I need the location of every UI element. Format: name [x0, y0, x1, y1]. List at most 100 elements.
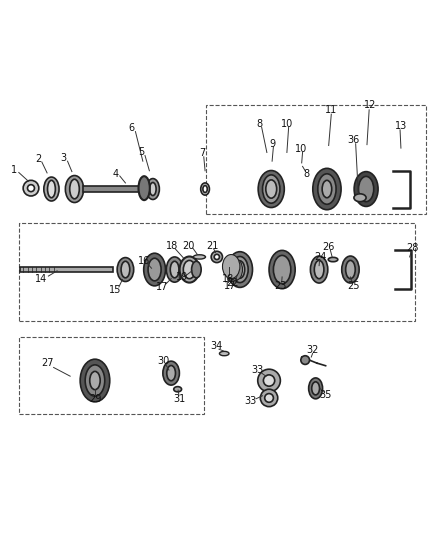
Text: 5: 5 — [138, 148, 145, 157]
Bar — [19, 337, 204, 415]
Text: 17: 17 — [156, 282, 169, 293]
Text: 27: 27 — [41, 358, 53, 368]
Text: 15: 15 — [109, 286, 122, 295]
Ellipse shape — [232, 256, 248, 282]
Ellipse shape — [258, 171, 284, 207]
Text: 25: 25 — [347, 281, 359, 291]
Ellipse shape — [235, 261, 245, 278]
Circle shape — [301, 356, 310, 365]
Ellipse shape — [144, 253, 166, 286]
Ellipse shape — [354, 194, 366, 201]
Bar — [83, 186, 140, 192]
Ellipse shape — [262, 175, 280, 203]
Text: 35: 35 — [319, 390, 332, 400]
Text: 8: 8 — [256, 119, 262, 129]
Ellipse shape — [191, 261, 201, 278]
Ellipse shape — [322, 180, 332, 198]
Ellipse shape — [203, 185, 207, 192]
Text: 14: 14 — [35, 273, 48, 284]
Ellipse shape — [311, 256, 328, 283]
Text: 36: 36 — [348, 135, 360, 146]
Ellipse shape — [328, 257, 338, 262]
Ellipse shape — [148, 258, 161, 281]
Ellipse shape — [167, 366, 176, 381]
Text: 1: 1 — [11, 165, 18, 175]
Ellipse shape — [273, 255, 291, 284]
Ellipse shape — [219, 351, 229, 356]
Ellipse shape — [138, 176, 150, 200]
Text: 23: 23 — [275, 281, 287, 291]
Circle shape — [260, 389, 278, 407]
Text: 6: 6 — [128, 123, 134, 133]
Ellipse shape — [342, 256, 359, 283]
Text: 29: 29 — [89, 394, 101, 404]
Text: 11: 11 — [325, 105, 337, 115]
Text: 32: 32 — [307, 345, 319, 355]
Text: 9: 9 — [269, 139, 275, 149]
Ellipse shape — [312, 382, 320, 395]
Ellipse shape — [229, 259, 243, 280]
Ellipse shape — [80, 359, 110, 402]
Ellipse shape — [313, 168, 341, 209]
Ellipse shape — [346, 261, 355, 279]
Bar — [19, 223, 415, 321]
Bar — [206, 106, 426, 214]
Ellipse shape — [266, 180, 277, 198]
Text: 33: 33 — [244, 395, 257, 406]
Ellipse shape — [70, 179, 79, 199]
Ellipse shape — [223, 255, 240, 278]
Ellipse shape — [180, 256, 199, 282]
Circle shape — [28, 184, 35, 192]
Ellipse shape — [44, 177, 59, 201]
Circle shape — [263, 375, 275, 386]
Text: 8: 8 — [303, 169, 309, 179]
Text: 7: 7 — [199, 148, 205, 158]
Text: 18: 18 — [223, 273, 235, 284]
Ellipse shape — [184, 261, 195, 279]
Circle shape — [214, 254, 219, 260]
Ellipse shape — [166, 257, 183, 282]
Bar — [20, 267, 113, 272]
Ellipse shape — [117, 257, 134, 281]
Ellipse shape — [90, 372, 100, 390]
Text: 19: 19 — [176, 272, 188, 282]
Text: 33: 33 — [251, 365, 263, 375]
Text: 18: 18 — [166, 240, 178, 251]
Text: 3: 3 — [60, 152, 66, 163]
Ellipse shape — [193, 255, 205, 259]
Text: 30: 30 — [157, 357, 170, 366]
Text: 4: 4 — [113, 169, 119, 179]
Ellipse shape — [65, 175, 84, 203]
Ellipse shape — [309, 378, 322, 399]
Ellipse shape — [201, 183, 209, 195]
Text: 24: 24 — [314, 252, 326, 262]
Circle shape — [258, 369, 280, 392]
Ellipse shape — [170, 261, 179, 278]
Ellipse shape — [354, 172, 378, 206]
Ellipse shape — [121, 261, 130, 278]
Ellipse shape — [150, 182, 156, 196]
Text: 2: 2 — [35, 154, 42, 164]
Ellipse shape — [358, 176, 374, 201]
Ellipse shape — [85, 365, 105, 396]
Text: 31: 31 — [173, 394, 185, 404]
Text: 20: 20 — [182, 240, 195, 251]
Text: 21: 21 — [206, 240, 219, 251]
Ellipse shape — [163, 361, 180, 385]
Ellipse shape — [146, 179, 159, 199]
Text: 10: 10 — [295, 144, 307, 154]
Text: 12: 12 — [364, 100, 377, 110]
Ellipse shape — [314, 261, 324, 279]
Ellipse shape — [47, 180, 55, 198]
Text: 13: 13 — [395, 122, 407, 131]
Circle shape — [23, 180, 39, 196]
Text: 16: 16 — [138, 256, 150, 266]
Text: 34: 34 — [211, 341, 223, 351]
Text: 26: 26 — [322, 242, 335, 252]
Text: 22: 22 — [227, 278, 239, 288]
Ellipse shape — [269, 251, 295, 289]
Text: 10: 10 — [281, 119, 293, 129]
Text: 17: 17 — [224, 281, 236, 291]
Circle shape — [265, 393, 273, 402]
Ellipse shape — [227, 252, 253, 287]
